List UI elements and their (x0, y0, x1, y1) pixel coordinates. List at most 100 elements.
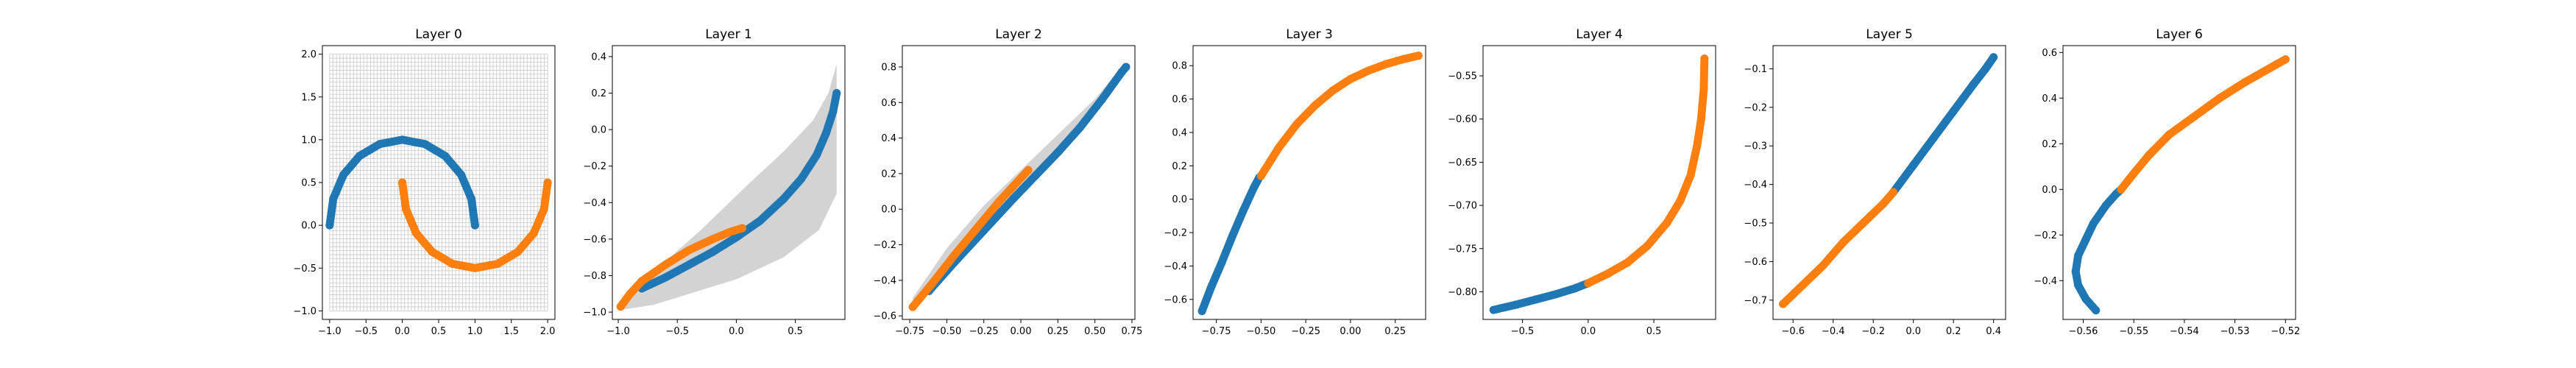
y-tick-label: −0.4 (1164, 261, 1187, 272)
x-tick-label: 0.2 (1946, 326, 1961, 337)
x-tick-label: −0.50 (1246, 326, 1275, 337)
x-tick-label: −0.54 (2170, 326, 2199, 337)
series-0 (1197, 173, 1264, 316)
x-tick-label: −0.2 (1861, 326, 1885, 337)
y-tick-label: 0.2 (2042, 139, 2057, 150)
series-1 (1256, 52, 1423, 180)
y-tick-label: −0.4 (583, 198, 606, 209)
axes-frame (1772, 45, 2006, 320)
y-tick-label: 0.4 (1172, 127, 1187, 138)
panel-0: Layer 0 −1.0 −0.5 0.0 0.5 1.0 1.5 2.0 −1.0 −0.5 0.… (293, 27, 556, 337)
y-tick-label: −0.2 (583, 161, 606, 172)
y-tick-label: 0.0 (2042, 185, 2057, 196)
y-tick-label: 0.0 (1172, 194, 1187, 205)
x-tick-label: −0.5 (665, 326, 689, 337)
x-tick-label: −0.5 (354, 326, 378, 337)
x-tick-label: 0.25 (1384, 326, 1406, 337)
y-tick-label: 0.4 (2042, 93, 2057, 105)
y-tick-label: −0.4 (2034, 276, 2057, 287)
curve-marker (737, 224, 746, 233)
x-tick-label: 0.25 (1047, 326, 1069, 337)
y-tick-label: 0.6 (2042, 48, 2057, 59)
series-0 (325, 135, 479, 230)
series-1 (616, 224, 746, 311)
x-tick-label: 0.5 (1646, 326, 1662, 337)
plot-area (325, 54, 552, 311)
x-tick-label: −1.0 (318, 326, 342, 337)
y-tick-label: 0.2 (1172, 161, 1187, 172)
x-tick-label: −0.56 (2069, 326, 2098, 337)
curve-marker (1024, 166, 1033, 174)
curve-marker (1414, 52, 1423, 60)
x-tick-label: −0.53 (2221, 326, 2250, 337)
axes-frame (612, 45, 846, 320)
y-tick-label: 0.4 (881, 133, 896, 144)
panel-2: Layer 2 −0.75 −0.50 −0.25 0.00 0.25 0.50 0.75 −0… (873, 27, 1142, 337)
series-0 (1489, 279, 1593, 314)
panel-6: Layer 6 −0.56 −0.55 −0.54 −0.53 −0.52 −0.4 −0.2… (2034, 27, 2300, 337)
x-tick-label: 1.0 (467, 326, 483, 337)
y-tick-label: 1.0 (301, 135, 316, 146)
x-tick-label: −0.75 (895, 326, 924, 337)
y-tick-label: −0.2 (2034, 230, 2057, 241)
panel-3: Layer 3 −0.75 −0.50 −0.25 0.00 0.25 −0.6 −0.4 −0… (1164, 27, 1426, 337)
y-tick-label: −1.0 (293, 306, 316, 317)
y-tick-label: 1.5 (301, 92, 316, 103)
y-tick-label: −0.2 (1164, 228, 1187, 239)
y-tick-label: −0.6 (1744, 257, 1767, 268)
y-tick-label: 0.8 (881, 62, 896, 73)
x-tick-label: 0.75 (1121, 326, 1142, 337)
y-tick-label: −0.6 (583, 234, 606, 245)
y-tick-label: 0.2 (881, 169, 896, 180)
mesh-grid (329, 54, 548, 311)
axes-frame (902, 45, 1136, 320)
y-tick-label: −0.55 (1448, 71, 1477, 82)
panel-title: Layer 3 (1286, 27, 1333, 42)
series-1 (1584, 54, 1709, 288)
y-tick-label: −0.3 (1744, 141, 1767, 152)
curve-marker (543, 178, 552, 187)
plot-area (616, 63, 841, 311)
y-tick-label: 0.8 (1172, 61, 1187, 72)
x-tick-label: −0.52 (2271, 326, 2300, 337)
series-1 (398, 178, 552, 272)
series-0 (924, 63, 1130, 295)
y-tick-label: −0.75 (1448, 244, 1477, 255)
y-tick-label: −0.2 (873, 240, 896, 251)
curve-marker (1989, 53, 1998, 62)
plot-area (1489, 54, 1709, 314)
x-tick-label: −0.25 (969, 326, 999, 337)
y-tick-label: −1.0 (583, 308, 606, 319)
x-tick-label: 0.5 (431, 326, 447, 337)
x-tick-label: 0.0 (1906, 326, 1921, 337)
y-tick-label: −0.1 (1744, 64, 1767, 75)
plot-area (908, 63, 1130, 311)
y-tick-label: 0.0 (881, 205, 896, 216)
grid-band (618, 63, 837, 311)
x-tick-label: 0.0 (394, 326, 410, 337)
curve-marker (1889, 188, 1897, 197)
curve-marker (832, 88, 841, 97)
y-tick-label: 0.2 (591, 88, 606, 99)
panel-1: Layer 1 −1.0 −0.5 0.0 0.5 −1.0 −0.8 −0.6 −0.4 −0.… (583, 27, 846, 337)
panel-title: Layer 6 (2156, 27, 2203, 42)
y-tick-label: −0.70 (1448, 201, 1477, 212)
x-tick-label: 0.0 (1580, 326, 1596, 337)
x-tick-label: −1.0 (606, 326, 630, 337)
y-tick-label: −0.80 (1448, 287, 1477, 298)
y-tick-label: −0.7 (1744, 295, 1767, 306)
plot-area (1197, 52, 1423, 316)
x-tick-label: 0.00 (1011, 326, 1032, 337)
axes-frame (2062, 45, 2296, 320)
x-tick-label: 0.50 (1084, 326, 1105, 337)
series-0 (637, 88, 841, 293)
x-tick-label: −0.6 (1781, 326, 1805, 337)
y-tick-label: 0.0 (591, 125, 606, 136)
panel-5: Layer 5 −0.6 −0.4 −0.2 0.0 0.2 0.4 −0.7 −0.6 −0.5… (1744, 27, 2006, 337)
axes-frame (1482, 45, 1716, 320)
y-tick-label: 0.4 (591, 52, 606, 63)
panel-title: Layer 1 (705, 27, 752, 42)
x-tick-label: −0.55 (2119, 326, 2148, 337)
y-tick-label: 0.6 (881, 98, 896, 109)
